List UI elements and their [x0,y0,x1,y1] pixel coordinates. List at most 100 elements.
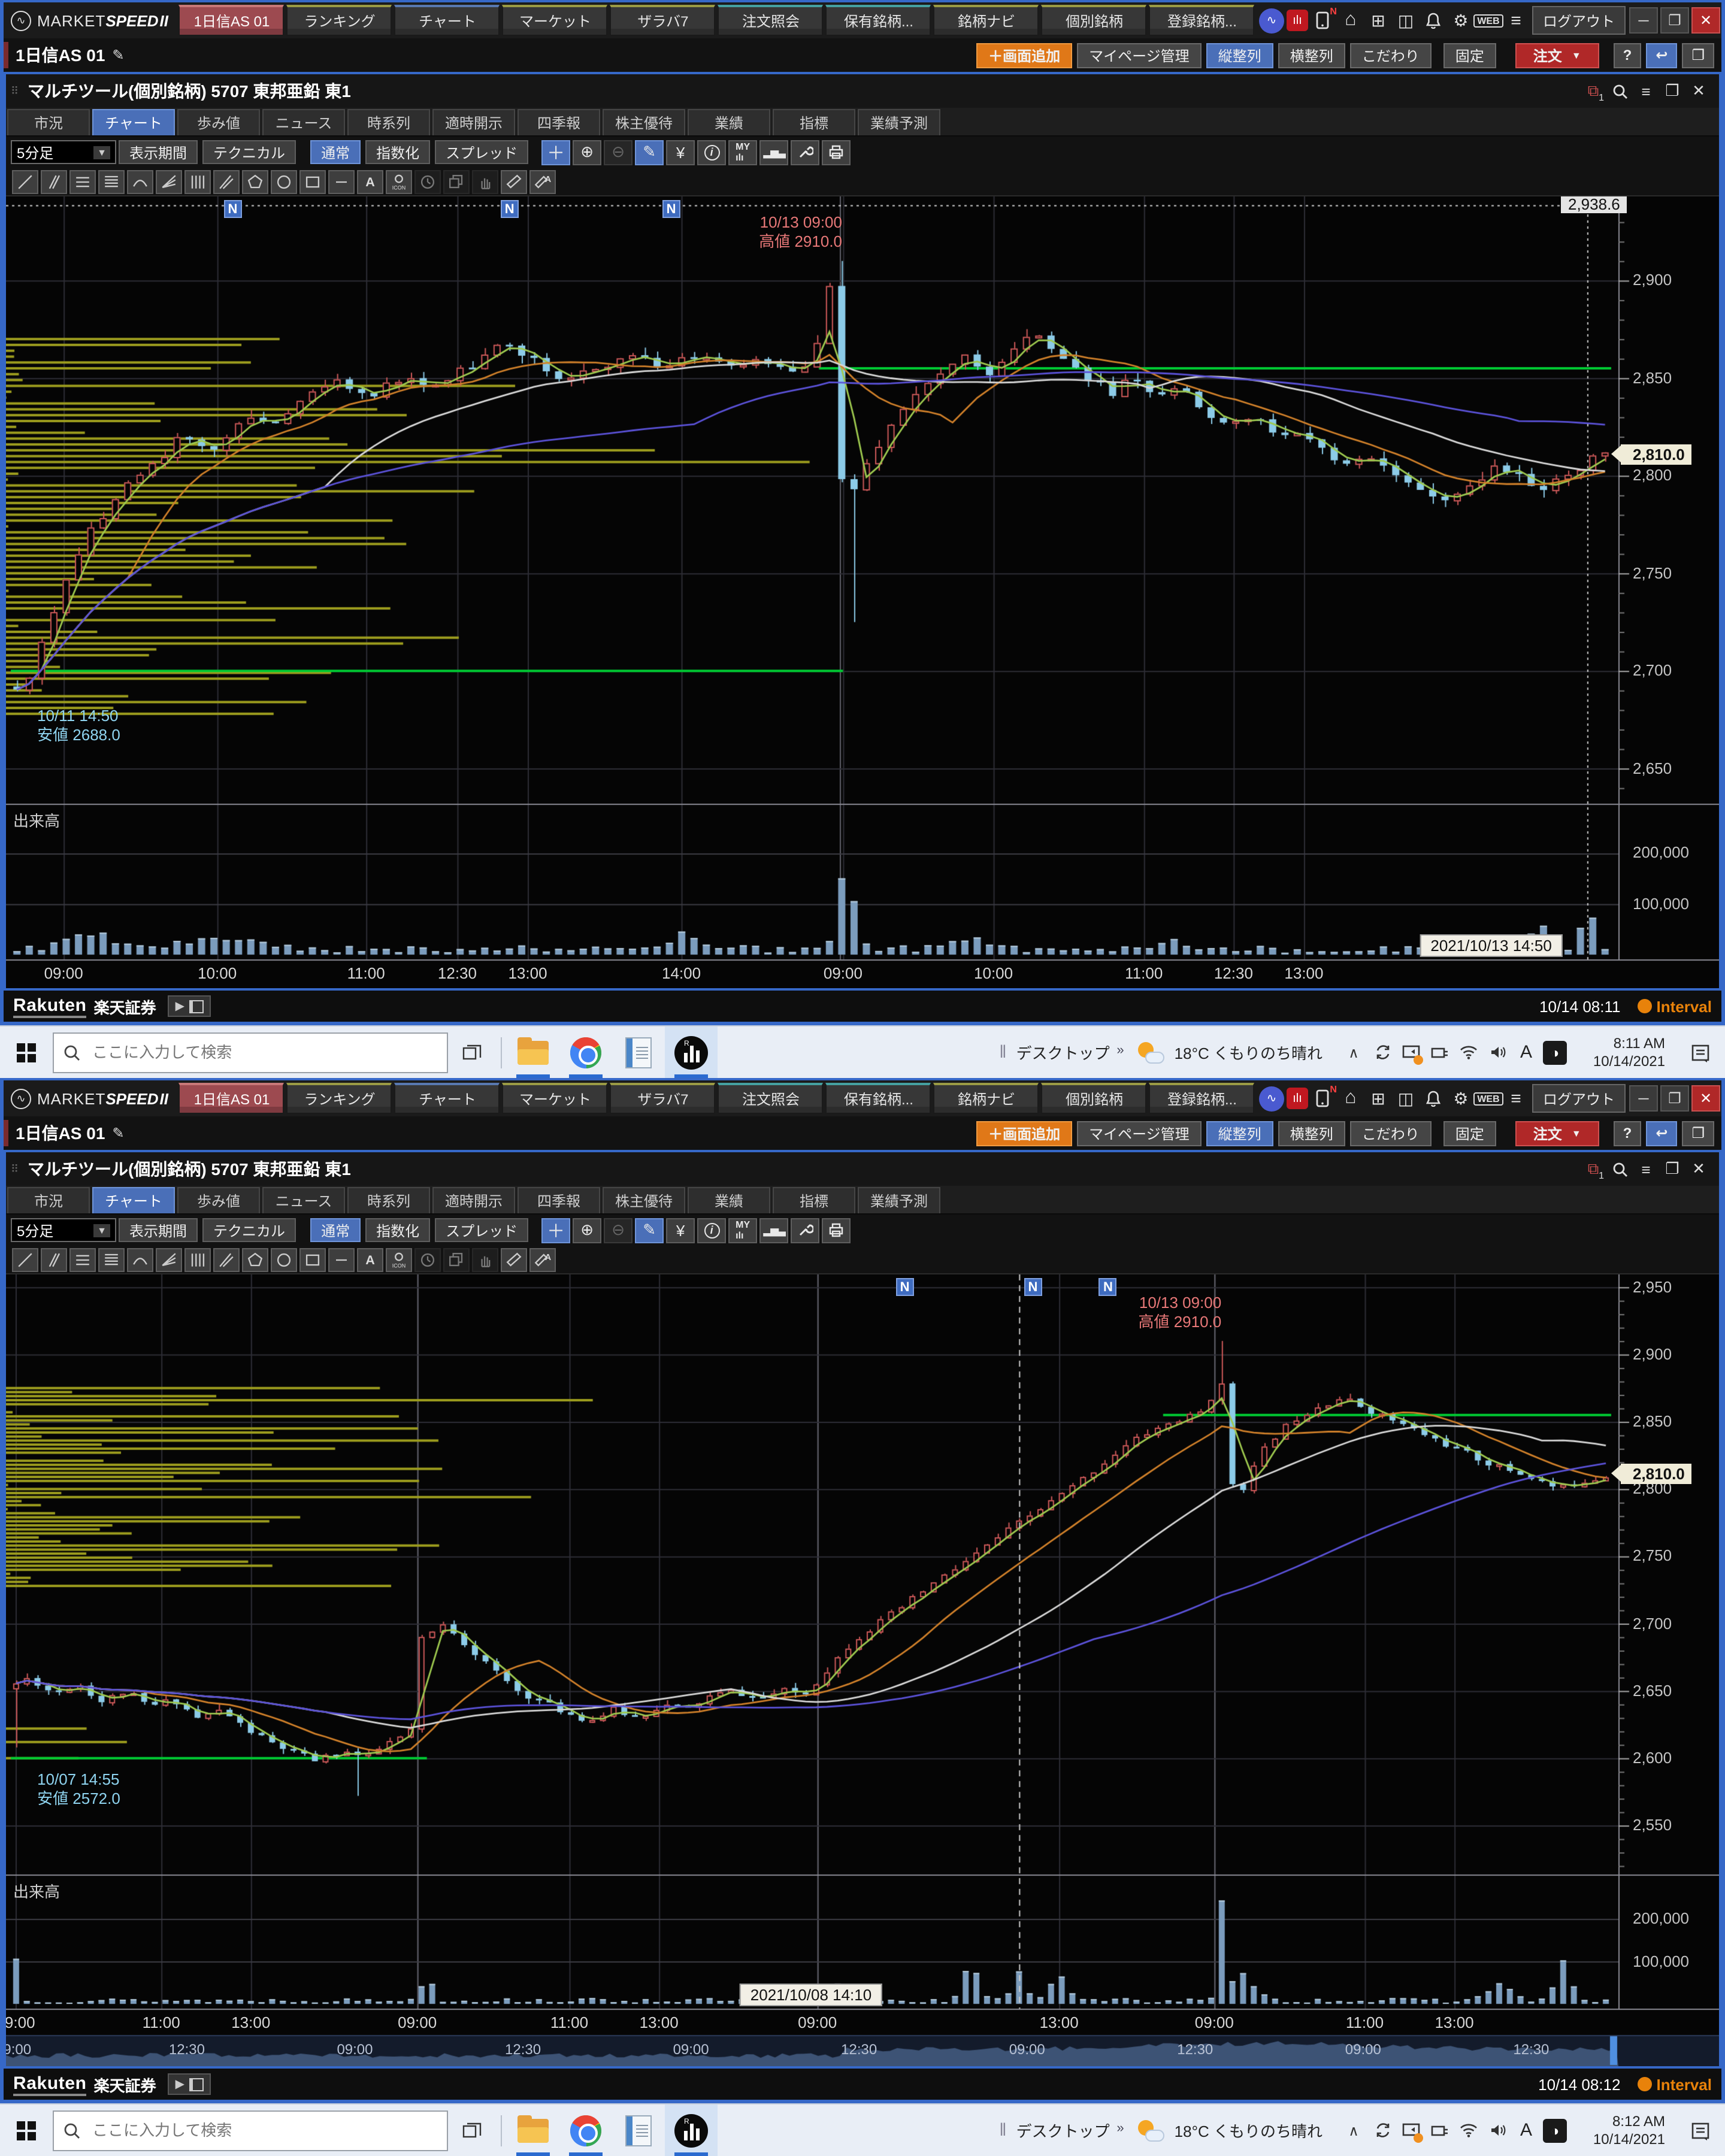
hand-icon[interactable] [472,1247,498,1271]
wifi-icon[interactable] [1454,1035,1483,1069]
text-icon[interactable]: A [357,169,383,193]
logout-button[interactable]: ログアウト [1532,6,1626,35]
phone-icon[interactable]: N [1311,5,1337,33]
pin-button[interactable]: 固定 [1443,43,1496,68]
yen-icon[interactable]: ¥ [666,140,695,165]
popout-icon[interactable]: ❐ [1665,81,1679,99]
rectangle-icon[interactable] [299,1247,326,1271]
gear-icon[interactable]: ⚙ [1453,10,1469,29]
top-tab--[interactable]: 注文照会 [718,1083,824,1114]
chevron-up-icon[interactable]: ∧ [1348,2122,1359,2139]
taskbar-app-notepad[interactable] [612,2104,665,2156]
my-chart-icon[interactable]: MY ılı [728,1218,758,1243]
eraser-text-icon[interactable]: A [529,1247,556,1271]
taskbar-weather[interactable]: 18°C くもりのち晴れ [1138,1041,1322,1064]
taskbar-clock[interactable]: 8:12 AM 10/14/2021 [1581,2112,1665,2148]
task-view-button[interactable] [448,2104,496,2156]
top-tab--[interactable]: ランキング [286,1083,392,1114]
hamburger-menu-icon[interactable]: ≡ [1511,10,1521,31]
trend-line-icon[interactable] [12,169,38,193]
interval-label[interactable]: Interval [1656,2075,1712,2093]
candlestick-chart-canvas[interactable] [6,196,1719,988]
taskbar-search-box[interactable] [53,1032,448,1073]
normal-scale-button[interactable]: 通常 [310,1218,361,1242]
tab--[interactable]: 市況 [7,109,90,135]
kodawari-button[interactable]: こだわり [1349,1121,1432,1146]
zoom-in-icon[interactable]: ⊕ [573,140,602,165]
top-tab--[interactable]: マーケット [502,5,608,36]
technical-button[interactable]: テクニカル [202,1218,296,1242]
taskbar-app-chrome[interactable] [559,2104,612,2156]
tab--[interactable]: 時系列 [347,109,430,135]
order-button[interactable]: 注文 ▼ [1515,1121,1599,1146]
gear-icon[interactable]: ⚙ [1453,1088,1469,1107]
fan-lines-icon[interactable] [156,169,182,193]
icon-stamp-icon[interactable]: ICON [386,1247,412,1271]
top-tab--[interactable]: 銘柄ナビ [933,5,1039,36]
tab--[interactable]: 業績 [688,109,770,135]
trend-line-icon[interactable] [12,1247,38,1271]
taskbar-app-marketspeed[interactable]: R [665,2104,718,2156]
zoom-out-icon[interactable]: ⊖ [604,140,633,165]
tab--[interactable]: チャート [92,1187,175,1213]
histogram-icon[interactable]: ▂▅▃ [759,1218,789,1243]
draw-pencil-icon[interactable]: ✎ [635,1218,664,1243]
jump-link-icon[interactable]: ↩ [1646,1121,1678,1146]
close-button[interactable]: ✕ [1691,7,1720,34]
drag-grip-icon[interactable]: ⠿ [11,84,19,96]
taskbar-app-explorer[interactable] [507,2104,559,2156]
tab--[interactable]: 株主優待 [603,109,685,135]
top-tab--7[interactable]: ザラバ7 [610,5,716,36]
screen-share-icon[interactable] [1397,2113,1426,2147]
search-input[interactable] [90,1042,437,1062]
taskbar-search-box[interactable] [53,2110,448,2151]
edit-pencil-icon[interactable]: ✎ [112,47,125,63]
four-lines-icon[interactable] [98,169,125,193]
tab--[interactable]: 業績予測 [858,1187,940,1213]
hamburger-menu-icon[interactable]: ≡ [1511,1088,1521,1109]
task-view-button[interactable] [448,1026,496,1078]
taskbar-clock[interactable]: 8:11 AM 10/14/2021 [1581,1034,1665,1070]
horizontal-line-icon[interactable] [328,1247,355,1271]
news-plus-icon[interactable]: ⊞ [1371,1088,1385,1107]
top-tab--[interactable]: 個別銘柄 [1041,5,1147,36]
hamburger-menu-icon[interactable]: ≡ [1641,82,1651,100]
three-lines-icon[interactable] [69,169,96,193]
parallel-channel-icon[interactable] [41,1247,67,1271]
vertical-align-button[interactable]: 縦整列 [1206,1121,1273,1146]
chevron-more-icon[interactable]: » [1116,2121,1124,2136]
multitool-title-bar[interactable]: ⠿ マルチツール(個別銘柄) 5707 東邦亜鉛 東1 ⧉ 1 ≡ ❐ ✕ [6,1152,1719,1186]
bell-icon[interactable] [1421,1086,1446,1111]
four-lines-icon[interactable] [98,1247,125,1271]
tab--[interactable]: 四季報 [518,109,600,135]
home-icon[interactable]: ⌂ [1345,10,1357,30]
minimize-button[interactable]: ─ [1629,1085,1658,1112]
parallel-channel-icon[interactable] [41,169,67,193]
print-icon[interactable] [822,140,851,165]
chevron-up-icon[interactable]: ∧ [1348,1044,1359,1061]
dual-panel-icon[interactable]: ◫ [1397,10,1414,29]
crosshair-icon[interactable]: ＋ [541,1218,571,1243]
close-icon[interactable]: ✕ [1692,81,1705,99]
technical-button[interactable]: テクニカル [202,140,296,164]
top-tab--[interactable]: 保有銘柄... [825,1083,931,1114]
top-tab--[interactable]: 登録銘柄... [1149,5,1255,36]
popout-window-icon[interactable]: ❐ [1682,1121,1714,1146]
horizontal-align-button[interactable]: 横整列 [1278,1121,1345,1146]
circle-icon[interactable] [271,169,297,193]
vertical-lines-icon[interactable] [184,1247,211,1271]
tab--[interactable]: 業績予測 [858,109,940,135]
tab--[interactable]: 歩み値 [177,1187,260,1213]
tab--[interactable]: 市況 [7,1187,90,1213]
bell-icon[interactable] [1421,8,1446,33]
pin-button[interactable]: 固定 [1443,1121,1496,1146]
search-icon[interactable] [1606,1157,1633,1181]
notification-center-button[interactable] [1677,1026,1725,1078]
sync-icon[interactable] [1368,1035,1397,1069]
info-icon[interactable]: i [697,140,727,165]
marketspeed-red-icon[interactable]: ılı [1286,1088,1308,1109]
zoom-in-icon[interactable]: ⊕ [573,1218,602,1243]
print-icon[interactable] [822,1218,851,1243]
top-tab--[interactable]: ランキング [286,5,392,36]
speaker-icon[interactable] [1483,2113,1512,2147]
